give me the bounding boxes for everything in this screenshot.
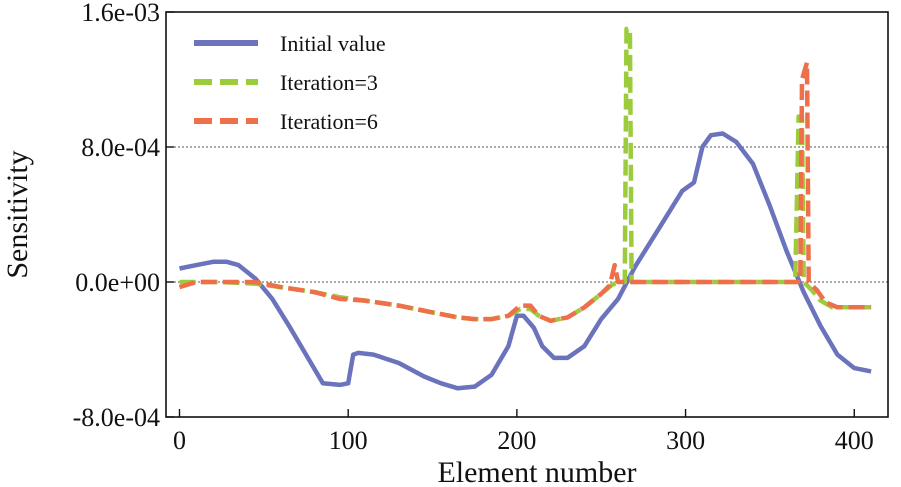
x-axis-label: Element number [437,456,636,487]
legend: Initial value Iteration=3 Iteration=6 [194,31,386,134]
y-tick-label: 0.0e+00 [75,268,160,297]
series-lines [178,26,872,391]
y-tick-label: 1.6e-03 [81,0,160,27]
y-tick-label: -8.0e-04 [73,403,160,432]
plot-frame [165,11,889,418]
legend-label-2: Iteration=6 [280,109,378,134]
grid-lines [166,146,888,283]
x-tick-label: 0 [173,426,186,455]
series-line-2 [178,60,872,324]
x-tick-label: 200 [497,426,536,455]
legend-label-1: Iteration=3 [280,70,378,95]
y-tick-label: 8.0e-04 [81,133,160,162]
x-tick-label: 400 [835,426,874,455]
axis-ticks: 0 100 200 300 400 -8.0e-04 0.0e+00 8.0e-04 1.6e-… [73,0,874,455]
legend-label-0: Initial value [280,31,386,56]
series-line-0 [179,131,872,391]
x-tick-label: 100 [329,426,368,455]
y-axis-label: Sensitivity [1,150,34,278]
x-tick-label: 300 [666,426,705,455]
